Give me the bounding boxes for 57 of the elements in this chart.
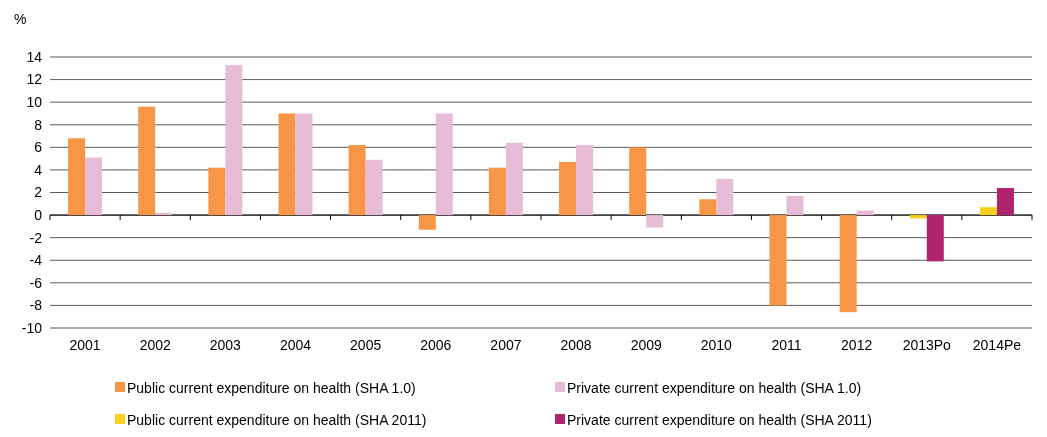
- bar: [646, 215, 664, 228]
- x-tick-label: 2004: [279, 337, 312, 353]
- bar: [576, 145, 594, 216]
- y-tick-label: 4: [34, 161, 43, 178]
- bar: [85, 157, 103, 216]
- y-tick-label: 0: [34, 206, 43, 223]
- bar: [225, 64, 243, 216]
- bar: [926, 215, 944, 262]
- x-tick-label: 2014Pe: [972, 337, 1022, 353]
- x-tick-label: 2009: [630, 337, 662, 353]
- y-tick-label: 2: [34, 184, 43, 201]
- x-tick-label: 2007: [490, 337, 522, 353]
- x-tick-label: 2011: [771, 337, 802, 353]
- bar: [295, 113, 313, 216]
- bar: [68, 138, 86, 216]
- x-tick-label: 2006: [420, 337, 452, 353]
- y-tick-label: 10: [26, 94, 43, 111]
- bar: [348, 145, 366, 216]
- bar: [786, 195, 804, 216]
- bar: [629, 147, 647, 216]
- y-tick-label: -8: [29, 297, 43, 314]
- y-tick-label: 12: [26, 71, 43, 88]
- bar: [769, 215, 787, 306]
- y-tick-label: 8: [34, 116, 43, 133]
- bar: [488, 167, 506, 216]
- bar: [208, 167, 226, 216]
- y-tick-label: -4: [29, 252, 43, 269]
- legend-label: Public current expenditure on health (SHA 1.0): [127, 379, 416, 396]
- bar: [996, 187, 1014, 216]
- bar: [418, 215, 436, 230]
- bar: [365, 159, 383, 216]
- x-tick-label: 2013Po: [902, 337, 952, 353]
- bar: [505, 142, 523, 216]
- bar: [138, 106, 156, 216]
- bar: [278, 113, 296, 216]
- x-tick-label: 2005: [350, 337, 382, 353]
- legend-label: Public current expenditure on health (SHA 2011): [127, 411, 427, 428]
- x-tick-label: 2008: [560, 337, 592, 353]
- legend-label: Private current expenditure on health (SHA 1.0): [567, 379, 862, 396]
- y-tick-label: -10: [21, 319, 43, 336]
- x-tick-label: 2012: [841, 337, 873, 353]
- bar: [559, 162, 577, 216]
- y-tick-label: -6: [29, 274, 43, 291]
- y-tick-label: 6: [34, 139, 43, 156]
- x-tick-label: 2010: [700, 337, 733, 353]
- x-tick-label: 2002: [139, 337, 171, 353]
- bar: [979, 207, 997, 216]
- y-tick-label: -2: [29, 229, 43, 246]
- x-tick-label: 2003: [209, 337, 242, 353]
- bar: [435, 113, 453, 216]
- bar: [699, 199, 717, 216]
- bar: [839, 215, 857, 313]
- y-axis-title: %: [14, 11, 27, 27]
- bar: [716, 178, 734, 216]
- y-tick-label: 14: [26, 48, 43, 65]
- x-tick-label: 2001: [69, 337, 101, 353]
- legend-label: Private current expenditure on health (SHA 2011): [567, 411, 872, 428]
